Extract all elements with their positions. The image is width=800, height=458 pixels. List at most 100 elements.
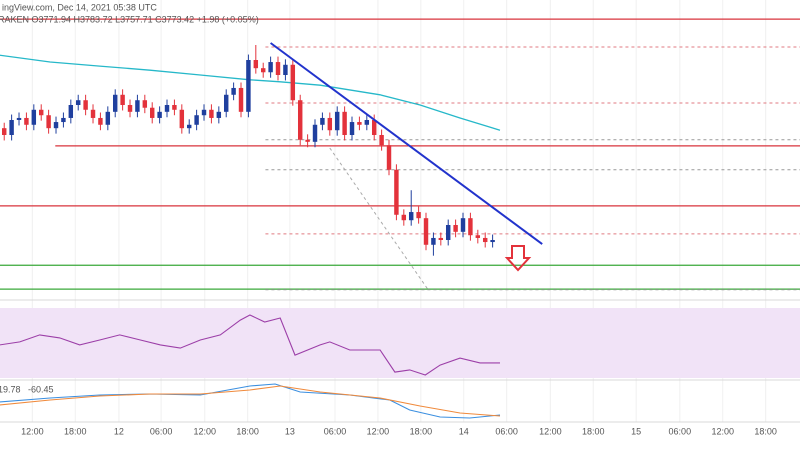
x-tick-label: 12:00 [21,426,44,436]
candle-body [1,128,7,135]
x-tick-label: 18:00 [64,426,87,436]
candle-body [431,237,436,245]
candle-body [238,87,244,112]
moving-average [0,54,501,131]
x-tick-label: 06:00 [150,426,173,436]
x-tick-label: 18:00 [754,426,777,436]
candle-body [283,64,288,75]
plot: 12:00 18:00 12 06:00 12:00 18:00 13 06:00 12:00 1… [0,0,800,436]
candle-body [179,109,185,129]
candle-body [38,109,44,116]
candle-body [9,120,14,135]
candle-body [394,169,399,215]
candle-body [401,214,407,221]
x-tick-label: 15 [631,426,641,436]
candle-body [312,124,318,142]
candle-body [408,212,414,221]
candle-body [53,122,59,129]
candle-body [216,111,222,118]
macd-line [0,385,501,417]
candle-body [260,68,266,73]
down-arrow [504,245,532,272]
ohlc-label: KRAKEN O3771.94 H3783.72 L3757.71 C3773.… [0,14,259,24]
rsi-band [0,308,800,378]
candle-body [253,60,259,69]
candle-body [61,117,66,123]
candle-body [46,115,51,129]
macd-label: 19.78 [0,384,21,394]
candle-body [423,218,429,245]
candle-body [290,64,296,101]
candle-body [445,225,451,240]
candle-body [305,139,310,142]
x-tick-label: 12:00 [539,426,562,436]
candle-body [127,105,133,112]
candle-body [268,62,273,73]
x-tick-label: 18:00 [582,426,605,436]
candle-body [16,117,22,120]
candle-body [201,109,207,116]
candle-body [83,100,88,110]
x-tick-label: 06:00 [495,426,518,436]
candle-body [416,212,421,219]
x-tick-label: 14 [459,426,469,436]
candle-body [349,122,355,135]
candle-body [164,105,170,112]
candle-body [482,237,488,243]
candle-body [453,225,458,232]
macd-label: -60.45 [28,384,54,394]
candle-body [186,124,192,129]
candle-body [194,115,199,125]
candle-body [334,111,340,131]
candle-body [98,117,103,125]
candle-body [112,94,118,112]
source-label: ingView.com, Dec 14, 2021 05:38 UTC [2,2,157,12]
candle-body [379,135,384,146]
x-tick-label: 12 [114,426,124,436]
candle-body [172,105,177,110]
candle-body [75,100,81,105]
projection-line [329,147,429,291]
candle-body [275,62,281,75]
rsi-line [0,314,500,376]
x-tick-label: 06:00 [669,426,692,436]
candle-body [342,111,347,135]
trend-line [270,42,543,245]
candle-body [490,240,495,243]
candle-body [209,109,214,118]
candle-body [157,111,162,118]
candle-body [246,60,251,112]
candle-body [223,94,229,112]
candle-body [438,237,444,240]
candle-body [31,109,37,125]
macd-line [0,383,501,419]
x-tick-label: 18:00 [236,426,259,436]
candle-body [68,105,74,118]
candle-body [468,218,473,236]
candle-body [371,120,377,135]
candle-body [357,122,362,125]
candle-body [135,100,140,112]
candle-body [460,218,466,232]
candle-body [105,111,111,125]
candle-body [149,107,155,118]
x-tick-label: 13 [285,426,295,436]
candle-body [231,87,236,95]
candle-body [24,117,29,125]
x-tick-label: 12:00 [711,426,734,436]
candle-body [320,117,325,125]
candle-body [475,235,481,238]
candle-body [120,94,125,105]
candle-body [90,109,96,118]
x-tick-label: 12:00 [367,426,390,436]
x-tick-label: 12:00 [193,426,216,436]
candle-body [364,120,370,125]
candle-body [297,100,303,140]
candle-body [327,117,333,131]
candle-body [142,100,148,108]
x-tick-label: 06:00 [324,426,347,436]
x-tick-label: 18:00 [410,426,433,436]
candle-body [386,145,392,170]
